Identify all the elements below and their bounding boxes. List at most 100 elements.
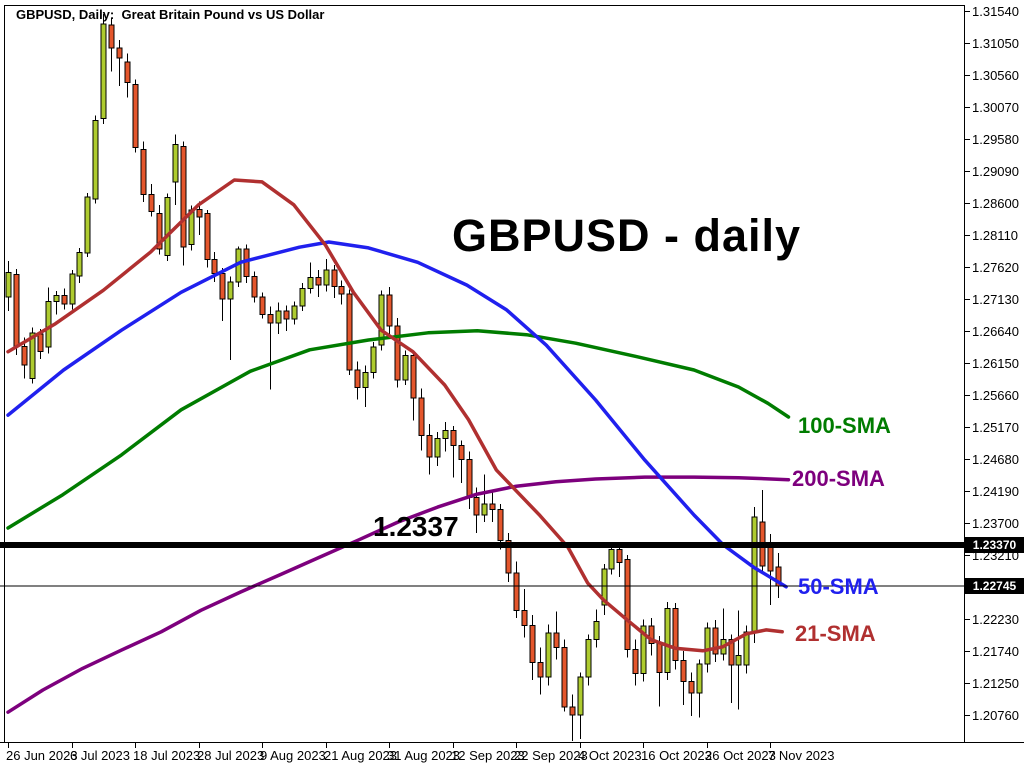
candle-bear bbox=[688, 680, 695, 694]
candle-bull bbox=[751, 516, 758, 633]
candle-bull bbox=[172, 144, 179, 183]
candle-bull bbox=[362, 372, 369, 389]
candle-bear bbox=[211, 259, 218, 274]
sma-label-sma21: 21-SMA bbox=[795, 621, 876, 646]
candle-bull bbox=[545, 632, 552, 678]
candle-bear bbox=[505, 539, 512, 574]
candle-bear bbox=[156, 212, 163, 250]
sma-label-sma200: 200-SMA bbox=[792, 466, 885, 491]
candle-bear bbox=[251, 276, 258, 298]
candle-bull bbox=[291, 305, 298, 320]
candle-bear bbox=[331, 269, 338, 287]
candle-bear bbox=[632, 648, 639, 675]
candle-bear bbox=[37, 333, 44, 353]
candle-bear bbox=[648, 625, 655, 645]
price-axis-label: 1.26150 bbox=[972, 356, 1019, 371]
candle-bear bbox=[624, 558, 631, 650]
candle-bear bbox=[108, 24, 115, 49]
candle-bear bbox=[767, 543, 774, 572]
candle-bear bbox=[394, 325, 401, 381]
date-axis-label: 26 Oct 2023 bbox=[705, 748, 776, 763]
candle-bear bbox=[338, 285, 345, 295]
candle-bull bbox=[29, 332, 36, 379]
price-axis-label: 1.22230 bbox=[972, 612, 1019, 627]
price-axis-label: 1.25170 bbox=[972, 420, 1019, 435]
candle-bear bbox=[196, 208, 203, 218]
candle-bear bbox=[124, 61, 131, 84]
candle-bear bbox=[450, 430, 457, 447]
candle-bull bbox=[76, 251, 83, 277]
candle-bull bbox=[577, 676, 584, 716]
sma21-line bbox=[6, 178, 784, 653]
candle-bear bbox=[132, 84, 139, 148]
sma-label-sma50: 50-SMA bbox=[798, 574, 879, 599]
candle-bear bbox=[656, 643, 663, 673]
candle-bear bbox=[116, 47, 123, 59]
date-axis-label: 26 Jun 2023 bbox=[6, 748, 78, 763]
candle-bear bbox=[219, 272, 226, 300]
candle-bear bbox=[21, 345, 28, 366]
chart-frame bbox=[4, 5, 965, 743]
sma200-line bbox=[6, 475, 791, 714]
price-axis-label: 1.25660 bbox=[972, 388, 1019, 403]
candle-bull bbox=[696, 663, 703, 694]
candle-bear bbox=[521, 609, 528, 626]
date-axis-label: 4 Oct 2023 bbox=[578, 748, 642, 763]
price-tag: 1.23370 bbox=[965, 537, 1024, 553]
date-axis-label: 22 Sep 2023 bbox=[514, 748, 588, 763]
candle-bull bbox=[664, 607, 671, 673]
candle-bear bbox=[458, 445, 465, 460]
candle-bear bbox=[259, 296, 266, 315]
big-symbol-label: GBPUSD - daily bbox=[452, 210, 802, 261]
price-axis-label: 1.31540 bbox=[972, 4, 1019, 19]
candle-bear bbox=[497, 509, 504, 541]
candle-bull bbox=[434, 438, 441, 458]
date-axis-label: 12 Sep 2023 bbox=[451, 748, 525, 763]
date-axis-label: 16 Oct 2023 bbox=[641, 748, 712, 763]
candle-bull bbox=[442, 430, 449, 440]
candle-bear bbox=[148, 193, 155, 212]
candle-bull bbox=[299, 287, 306, 307]
price-axis-label: 1.30560 bbox=[972, 68, 1019, 83]
price-tag: 1.22745 bbox=[965, 577, 1024, 594]
candle-bull bbox=[84, 196, 91, 254]
sma100-line bbox=[6, 329, 791, 530]
price-axis-label: 1.27620 bbox=[972, 260, 1019, 275]
date-axis-label: 18 Jul 2023 bbox=[133, 748, 200, 763]
candle-bear bbox=[180, 146, 187, 248]
price-axis-label: 1.21250 bbox=[972, 676, 1019, 691]
candle-bull bbox=[69, 273, 76, 305]
candle-bull bbox=[585, 639, 592, 678]
candle-bear bbox=[712, 627, 719, 655]
candle-bull bbox=[307, 276, 314, 289]
candle-bear bbox=[354, 369, 361, 389]
price-axis-label: 1.23700 bbox=[972, 516, 1019, 531]
candle-bull bbox=[323, 269, 330, 286]
date-axis-label: 9 Aug 2023 bbox=[260, 748, 326, 763]
date-axis-label: 7 Nov 2023 bbox=[768, 748, 835, 763]
level-price-label: 1.2337 bbox=[373, 511, 459, 542]
candle-bear bbox=[140, 148, 147, 195]
candle-bear bbox=[426, 434, 433, 458]
candle-bear bbox=[529, 624, 536, 664]
candle-bull bbox=[53, 295, 60, 302]
sma50-line bbox=[6, 240, 788, 589]
candle-bull bbox=[481, 503, 488, 516]
candle-bull bbox=[601, 568, 608, 606]
price-axis-label: 1.29090 bbox=[972, 164, 1019, 179]
candle-bull bbox=[45, 300, 52, 348]
price-axis-label: 1.30070 bbox=[972, 100, 1019, 115]
candle-bear bbox=[283, 310, 290, 320]
candle-bear bbox=[561, 647, 568, 708]
candle-bear bbox=[569, 706, 576, 716]
candle-bull bbox=[227, 281, 234, 300]
candle-bear bbox=[537, 662, 544, 678]
candle-bull bbox=[275, 310, 282, 324]
price-axis-label: 1.29580 bbox=[972, 132, 1019, 147]
candle-bull bbox=[100, 23, 107, 120]
price-axis-label: 1.26640 bbox=[972, 324, 1019, 339]
price-axis-label: 1.31050 bbox=[972, 36, 1019, 51]
candle-bear bbox=[466, 458, 473, 498]
candle-bull bbox=[704, 627, 711, 665]
